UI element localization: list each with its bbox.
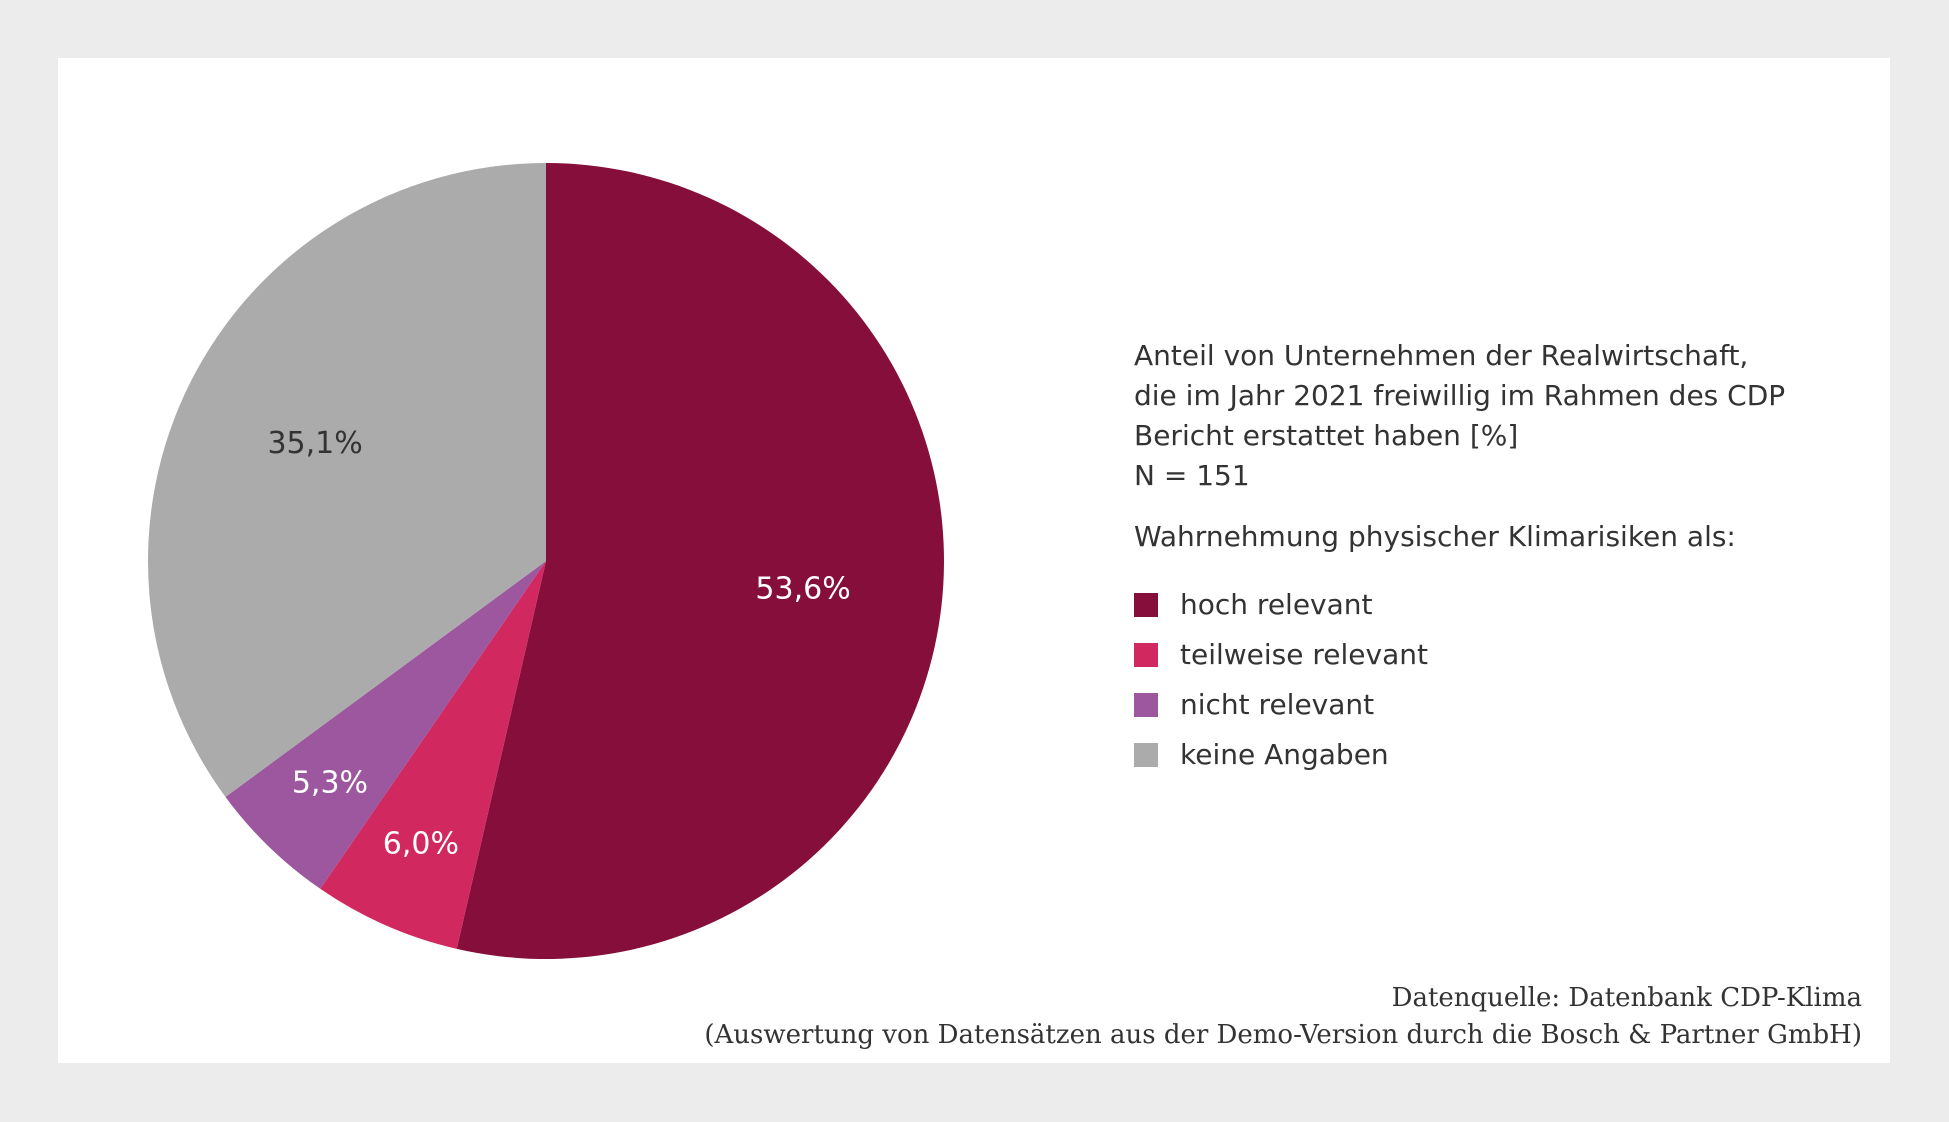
legend-item-hoch-relevant: hoch relevant: [1134, 580, 1785, 630]
pie-slice-hoch-relevant: [456, 163, 945, 960]
sample-size: N = 151: [1134, 459, 1250, 492]
legend-swatch-keine-angaben: [1134, 743, 1158, 767]
legend-label-hoch-relevant: hoch relevant: [1180, 588, 1373, 621]
source-line-2: (Auswertung von Datensätzen aus der Demo…: [704, 1020, 1862, 1050]
legend-item-nicht-relevant: nicht relevant: [1134, 680, 1785, 730]
legend-label-nicht-relevant: nicht relevant: [1180, 688, 1375, 721]
chart-title-line-2: die im Jahr 2021 freiwillig im Rahmen de…: [1134, 379, 1786, 412]
slice-label-teilweise-relevant: 6,0%: [383, 827, 459, 862]
legend-item-teilweise-relevant: teilweise relevant: [1134, 630, 1785, 680]
legend-item-keine-angaben: keine Angaben: [1134, 730, 1785, 780]
chart-panel: 53,6% 6,0% 5,3% 35,1% Anteil von Unternehme…: [58, 58, 1890, 1063]
legend-heading: Wahrnehmung physischer Klimarisiken als:: [1134, 520, 1736, 553]
legend-label-keine-angaben: keine Angaben: [1180, 738, 1389, 771]
chart-title-line-3: Bericht erstattet haben [%]: [1134, 419, 1519, 452]
slice-label-keine-angaben: 35,1%: [267, 426, 362, 461]
legend: Anteil von Unternehmen der Realwirtschaf…: [1134, 336, 1785, 780]
legend-swatch-teilweise-relevant: [1134, 643, 1158, 667]
legend-swatch-hoch-relevant: [1134, 593, 1158, 617]
chart-title-line-1: Anteil von Unternehmen der Realwirtschaf…: [1134, 339, 1749, 372]
slice-label-hoch-relevant: 53,6%: [755, 572, 850, 607]
source-line-1: Datenquelle: Datenbank CDP-Klima: [1391, 983, 1862, 1013]
pie-slice-teilweise-relevant: [320, 561, 546, 949]
legend-items: hoch relevant teilweise relevant nicht r…: [1134, 580, 1785, 780]
slice-label-nicht-relevant: 5,3%: [292, 765, 368, 800]
pie-chart: 53,6% 6,0% 5,3% 35,1%: [147, 163, 945, 960]
pie-slice-keine-angaben: [147, 163, 546, 797]
pie-slice-nicht-relevant: [225, 561, 546, 889]
data-source-note: Datenquelle: Datenbank CDP-Klima (Auswer…: [704, 980, 1862, 1054]
legend-swatch-nicht-relevant: [1134, 693, 1158, 717]
legend-label-teilweise-relevant: teilweise relevant: [1180, 638, 1428, 671]
